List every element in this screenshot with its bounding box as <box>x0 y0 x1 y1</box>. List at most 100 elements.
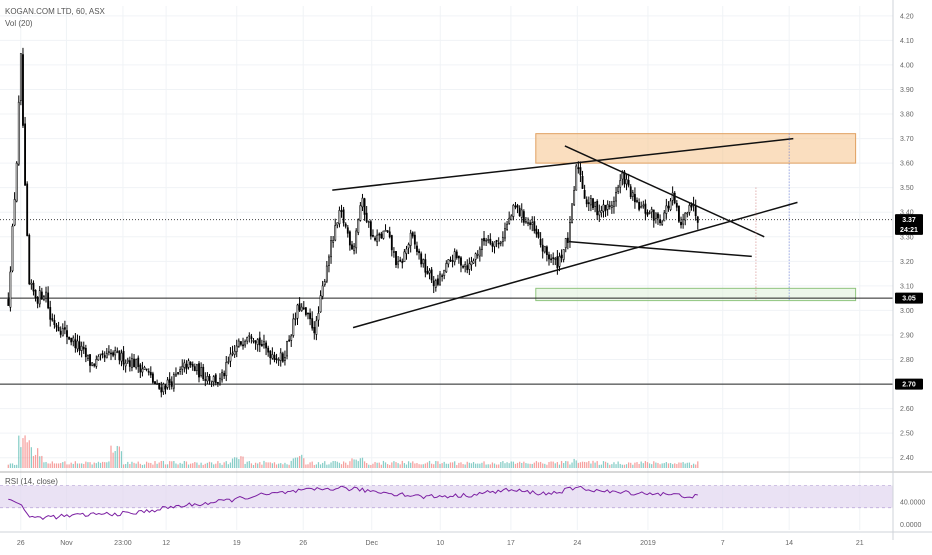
candle-body[interactable] <box>571 203 573 223</box>
candle-body[interactable] <box>671 192 674 201</box>
candle-body[interactable] <box>328 256 330 266</box>
candle-body[interactable] <box>202 366 205 380</box>
candle-body[interactable] <box>430 269 433 281</box>
candle-body[interactable] <box>694 205 697 217</box>
candle-body[interactable] <box>621 172 624 180</box>
candle-body[interactable] <box>669 200 672 211</box>
candle-body[interactable] <box>342 209 345 224</box>
candle-body[interactable] <box>141 368 144 373</box>
candle-body[interactable] <box>575 165 578 191</box>
candle-body[interactable] <box>533 221 536 231</box>
candle-body[interactable] <box>49 307 52 320</box>
candle-body[interactable] <box>606 204 609 210</box>
candle-body[interactable] <box>51 318 54 321</box>
candle-body[interactable] <box>219 377 221 385</box>
candle-body[interactable] <box>99 353 102 356</box>
candle-body[interactable] <box>673 192 676 204</box>
candle-body[interactable] <box>269 350 272 359</box>
candle-body[interactable] <box>686 212 689 215</box>
candle-body[interactable] <box>323 281 326 286</box>
candle-body[interactable] <box>63 327 66 330</box>
candle-body[interactable] <box>200 367 203 376</box>
candle-body[interactable] <box>432 280 435 287</box>
candle-body[interactable] <box>680 221 682 226</box>
candle-body[interactable] <box>688 205 691 213</box>
candle-body[interactable] <box>357 219 360 233</box>
candle-body[interactable] <box>359 205 362 221</box>
candle-body[interactable] <box>258 337 261 346</box>
candle-body[interactable] <box>413 234 416 245</box>
candle-body[interactable] <box>233 350 236 355</box>
candle-body[interactable] <box>384 229 387 232</box>
candle-body[interactable] <box>468 263 471 270</box>
candle-body[interactable] <box>552 257 555 259</box>
candle-body[interactable] <box>531 222 534 225</box>
candle-body[interactable] <box>514 205 517 208</box>
candle-body[interactable] <box>193 366 196 372</box>
candle-body[interactable] <box>13 199 16 226</box>
candle-body[interactable] <box>395 251 397 266</box>
candle-body[interactable] <box>504 228 506 239</box>
candle-body[interactable] <box>112 352 115 356</box>
candle-body[interactable] <box>495 239 498 242</box>
candle-body[interactable] <box>221 371 223 381</box>
candle-body[interactable] <box>497 242 500 245</box>
candle-body[interactable] <box>405 248 408 254</box>
candle-body[interactable] <box>418 250 420 254</box>
candle-body[interactable] <box>66 330 68 338</box>
candle-body[interactable] <box>28 235 31 285</box>
candle-body[interactable] <box>277 359 280 361</box>
candle-body[interactable] <box>162 383 165 393</box>
candle-body[interactable] <box>422 259 425 265</box>
candle-body[interactable] <box>151 373 154 383</box>
candle-body[interactable] <box>378 233 381 236</box>
candle-body[interactable] <box>434 280 437 288</box>
candle-body[interactable] <box>487 239 490 241</box>
candle-body[interactable] <box>441 275 444 277</box>
candle-body[interactable] <box>439 273 441 286</box>
candle-body[interactable] <box>416 245 418 252</box>
candle-body[interactable] <box>392 251 395 253</box>
candle-body[interactable] <box>267 347 270 353</box>
candle-body[interactable] <box>397 261 400 265</box>
candle-body[interactable] <box>139 364 142 373</box>
candle-body[interactable] <box>177 372 179 374</box>
candle-body[interactable] <box>372 235 374 237</box>
candle-body[interactable] <box>275 358 278 360</box>
candle-body[interactable] <box>472 260 475 264</box>
candle-body[interactable] <box>451 260 454 262</box>
candle-body[interactable] <box>80 345 83 351</box>
candle-body[interactable] <box>594 202 597 207</box>
candle-body[interactable] <box>164 385 167 390</box>
candle-body[interactable] <box>424 259 427 273</box>
candle-body[interactable] <box>376 234 379 243</box>
candle-body[interactable] <box>216 381 219 384</box>
candle-body[interactable] <box>348 231 351 246</box>
candle-body[interactable] <box>57 326 60 332</box>
candle-body[interactable] <box>558 256 561 267</box>
candle-body[interactable] <box>543 245 546 253</box>
candle-body[interactable] <box>296 304 299 319</box>
candle-body[interactable] <box>26 183 29 236</box>
candle-body[interactable] <box>17 101 20 165</box>
candle-body[interactable] <box>449 259 452 262</box>
candle-body[interactable] <box>382 230 385 239</box>
candle-body[interactable] <box>443 269 446 276</box>
candle-body[interactable] <box>646 212 649 216</box>
candle-body[interactable] <box>615 192 617 202</box>
candle-body[interactable] <box>61 328 64 337</box>
candle-body[interactable] <box>143 367 146 370</box>
candle-body[interactable] <box>617 186 620 192</box>
candle-body[interactable] <box>457 255 460 259</box>
candle-body[interactable] <box>338 210 341 225</box>
candle-body[interactable] <box>512 205 515 217</box>
candle-body[interactable] <box>623 171 626 185</box>
candle-body[interactable] <box>93 363 96 366</box>
candle-body[interactable] <box>332 240 335 243</box>
candle-body[interactable] <box>68 336 71 340</box>
candle-body[interactable] <box>78 341 81 351</box>
candle-body[interactable] <box>353 245 356 252</box>
candle-body[interactable] <box>464 264 467 268</box>
candle-body[interactable] <box>103 355 106 358</box>
